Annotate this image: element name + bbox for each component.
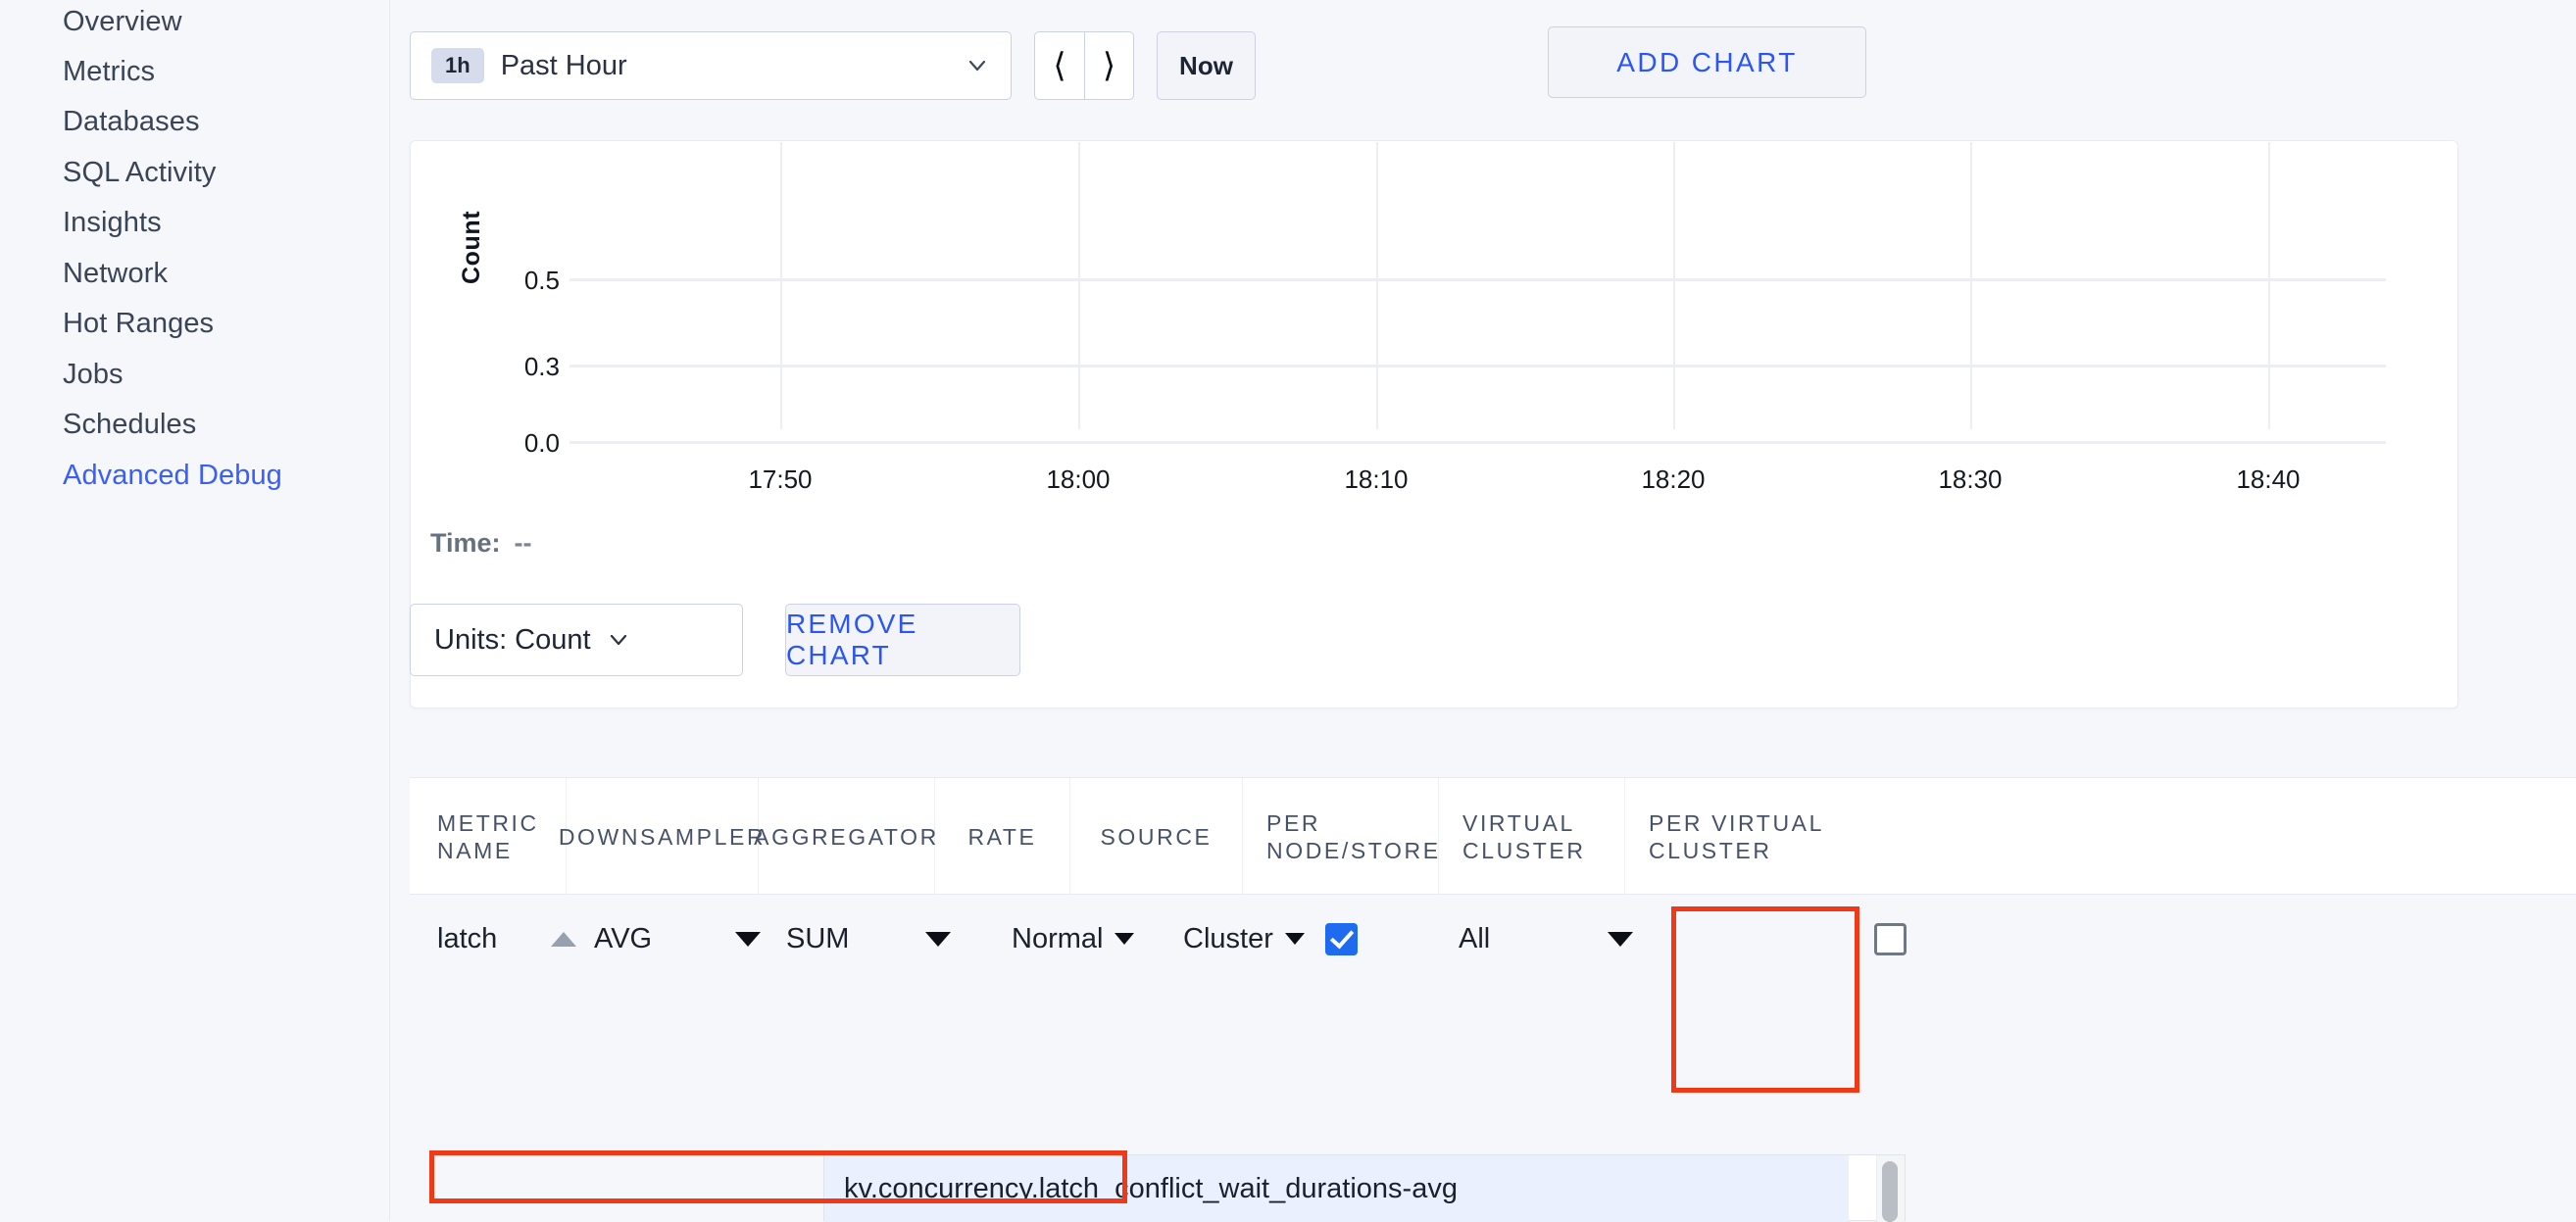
column-header-metric-name[interactable]: METRIC NAME [410, 778, 567, 896]
column-header-virtual-cluster[interactable]: VIRTUAL CLUSTER [1439, 778, 1625, 896]
chevron-down-icon[interactable] [1284, 933, 1305, 945]
time-nav-buttons: ⟨ ⟩ [1034, 31, 1134, 100]
column-header-line: RATE [967, 823, 1037, 850]
per-virtual-cluster-cell[interactable] [1723, 895, 1958, 983]
aggregator-cell[interactable]: SUM [786, 895, 976, 983]
time-range-picker[interactable]: 1h Past Hour [410, 31, 1012, 100]
column-header-source[interactable]: SOURCE [1070, 778, 1243, 896]
suggestion-scrollbar[interactable] [1876, 1155, 1905, 1222]
per-virtual-cluster-checkbox[interactable] [1874, 922, 1907, 955]
column-header-downsampler[interactable]: DOWNSAMPLER [559, 778, 764, 896]
column-header-per-virtual-cluster[interactable]: PER VIRTUAL CLUSTER [1625, 778, 1900, 896]
next-time-button[interactable]: ⟩ [1084, 31, 1134, 100]
suggestion-scrollbar-thumb[interactable] [1882, 1161, 1898, 1222]
rate-value: Normal [1012, 922, 1104, 954]
chart-hover-time: Time: -- [430, 528, 532, 559]
units-dropdown[interactable]: Units: Count [410, 604, 743, 676]
downsampler-value: AVG [594, 922, 653, 954]
chart-hover-time-value: -- [514, 528, 532, 558]
per-node-store-checkbox[interactable] [1324, 922, 1358, 955]
chart-x-tick: 18:10 [1344, 464, 1409, 494]
metric-suggestion-list[interactable]: kv.concurrency.latch_conflict_wait_durat… [823, 1154, 1906, 1222]
prev-time-button[interactable]: ⟨ [1034, 31, 1084, 100]
aggregator-value: SUM [786, 922, 850, 954]
chart-hover-time-label: Time: [430, 528, 501, 558]
sidebar-item-databases[interactable]: Databases [63, 106, 200, 137]
chart-y-tick: 0.3 [523, 352, 560, 381]
column-header-line: CLUSTER [1462, 838, 1586, 863]
chart-y-tick: 0.0 [523, 428, 560, 458]
virtual-cluster-cell[interactable]: All [1459, 895, 1664, 983]
column-header-line: SOURCE [1100, 823, 1213, 850]
chevron-down-icon [610, 634, 626, 646]
column-header-aggregator[interactable]: AGGREGATOR [754, 778, 936, 896]
sidebar-item-insights[interactable]: Insights [63, 207, 162, 238]
sidebar-item-hot-ranges[interactable]: Hot Ranges [63, 308, 215, 339]
column-header-line: CLUSTER [1649, 838, 1772, 863]
chart-x-tick: 18:30 [1938, 464, 2003, 494]
chevron-down-icon [968, 60, 986, 72]
chart-toolbar: 1h Past Hour ⟨ ⟩ Now ADD CHART [390, 0, 2576, 140]
sidebar-item-network[interactable]: Network [63, 258, 169, 289]
chart-x-tick: 18:00 [1046, 464, 1111, 494]
column-header-line: METRIC [437, 809, 539, 836]
add-chart-button[interactable]: ADD CHART [1548, 26, 1866, 98]
column-header-line: VIRTUAL [1462, 809, 1575, 836]
metric-suggestion-text: kv.concurrency.latch_conflict_wait_durat… [844, 1172, 1458, 1204]
per-node-store-cell[interactable] [1243, 895, 1439, 983]
source-value: Cluster [1183, 922, 1273, 954]
now-button[interactable]: Now [1157, 31, 1256, 100]
caret-up-icon[interactable] [551, 931, 576, 947]
chevron-down-icon[interactable] [735, 931, 761, 947]
column-header-per-node-store[interactable]: PER NODE/STORE [1243, 778, 1439, 896]
chart-x-tick: 17:50 [748, 464, 813, 494]
column-header-line: PER VIRTUAL [1649, 809, 1824, 836]
chevron-down-icon[interactable] [925, 931, 951, 947]
sidebar: Overview Metrics Databases SQL Activity … [0, 0, 390, 1221]
chevron-down-icon[interactable] [1608, 931, 1633, 947]
column-header-rate[interactable]: RATE [935, 778, 1070, 896]
sidebar-item-metrics[interactable]: Metrics [63, 56, 156, 87]
sidebar-item-overview[interactable]: Overview [63, 6, 182, 37]
units-dropdown-label: Units: Count [434, 623, 591, 656]
chevron-down-icon[interactable] [1115, 933, 1135, 945]
main-content: 1h Past Hour ⟨ ⟩ Now ADD CHART Count 0.5… [390, 0, 2576, 1222]
time-range-label: Past Hour [500, 49, 627, 81]
metric-suggestion-option[interactable]: kv.concurrency.latch_conflict_wait_durat… [824, 1155, 1849, 1222]
metric-name-input[interactable]: latch [437, 922, 498, 954]
column-header-line: DOWNSAMPLER [558, 823, 767, 850]
virtual-cluster-value: All [1459, 922, 1491, 954]
column-header-line: NAME [437, 838, 513, 863]
metric-name-cell[interactable]: latch [437, 895, 594, 983]
chart-y-tick: 0.5 [523, 266, 560, 295]
column-header-line: PER [1266, 809, 1321, 836]
chart-x-tick: 18:40 [2236, 464, 2301, 494]
chart-x-tick: 18:20 [1641, 464, 1706, 494]
sidebar-item-jobs[interactable]: Jobs [63, 359, 124, 390]
time-range-badge: 1h [431, 48, 484, 83]
downsampler-cell[interactable]: AVG [594, 895, 786, 983]
chart-y-axis-label: Count [458, 210, 485, 284]
source-cell[interactable]: Cluster [1183, 895, 1360, 983]
rate-cell[interactable]: Normal [1012, 895, 1168, 983]
sidebar-item-advanced-debug[interactable]: Advanced Debug [63, 460, 282, 491]
column-header-line: NODE/STORE [1266, 838, 1441, 863]
sidebar-item-schedules[interactable]: Schedules [63, 409, 197, 440]
remove-chart-button[interactable]: REMOVE CHART [785, 604, 1020, 676]
sidebar-item-sql-activity[interactable]: SQL Activity [63, 157, 217, 188]
column-header-line: AGGREGATOR [754, 823, 939, 850]
metrics-table-header: METRIC NAME DOWNSAMPLER AGGREGATOR RATE … [410, 777, 2576, 896]
chart-card: Count 0.5 0.3 0.0 17:50 18:00 18:10 18:2… [410, 140, 2458, 709]
